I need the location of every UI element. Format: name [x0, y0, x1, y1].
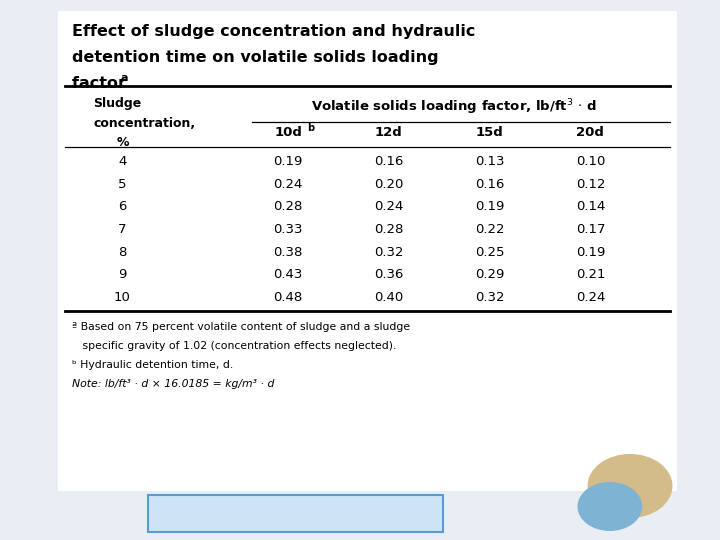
Text: Note: lb/ft³ · d × 16.0185 = kg/m³ · d: Note: lb/ft³ · d × 16.0185 = kg/m³ · d — [72, 379, 274, 389]
Text: 5: 5 — [118, 178, 127, 191]
Text: 0.28: 0.28 — [374, 223, 403, 236]
Text: 6: 6 — [118, 200, 127, 213]
Text: 0.48: 0.48 — [274, 291, 302, 304]
Text: 4: 4 — [118, 155, 127, 168]
Text: 0.36: 0.36 — [374, 268, 403, 281]
Text: specific gravity of 1.02 (concentration effects neglected).: specific gravity of 1.02 (concentration … — [72, 341, 397, 352]
Text: %: % — [116, 136, 129, 149]
Text: 0.28: 0.28 — [274, 200, 302, 213]
Text: Sludge: Sludge — [94, 97, 142, 110]
Text: 0.16: 0.16 — [475, 178, 504, 191]
Text: 10: 10 — [114, 291, 131, 304]
Text: 0.40: 0.40 — [374, 291, 403, 304]
Text: 0.16: 0.16 — [374, 155, 403, 168]
Text: 0.25: 0.25 — [475, 246, 504, 259]
Text: 0.33: 0.33 — [274, 223, 302, 236]
Text: 0.14: 0.14 — [576, 200, 605, 213]
Text: concentration,: concentration, — [94, 117, 196, 130]
Text: 9: 9 — [118, 268, 127, 281]
Text: 0.19: 0.19 — [576, 246, 605, 259]
Text: 7: 7 — [118, 223, 127, 236]
Text: 0.22: 0.22 — [475, 223, 504, 236]
Text: 0.24: 0.24 — [576, 291, 605, 304]
Text: b: b — [307, 123, 315, 133]
Text: 0.17: 0.17 — [576, 223, 605, 236]
Text: 0.32: 0.32 — [475, 291, 504, 304]
Text: Source: Metcalf & Eddy, 1999: Source: Metcalf & Eddy, 1999 — [174, 506, 417, 521]
Text: 20d: 20d — [577, 126, 604, 139]
Text: 0.21: 0.21 — [576, 268, 605, 281]
Text: H$_2$S: H$_2$S — [617, 502, 639, 516]
Text: 0.10: 0.10 — [576, 155, 605, 168]
Text: 0.12: 0.12 — [576, 178, 605, 191]
Text: factor: factor — [72, 76, 132, 91]
Text: 0.29: 0.29 — [475, 268, 504, 281]
Text: 0.19: 0.19 — [475, 200, 504, 213]
Text: Volatile solids loading factor, lb/ft$^3$ $\cdot$ d: Volatile solids loading factor, lb/ft$^3… — [311, 97, 596, 117]
Text: 0.20: 0.20 — [374, 178, 403, 191]
Text: ª Based on 75 percent volatile content of sludge and a sludge: ª Based on 75 percent volatile content o… — [72, 322, 410, 333]
Text: 8: 8 — [118, 246, 127, 259]
Text: 0.43: 0.43 — [274, 268, 302, 281]
Text: 10d: 10d — [274, 126, 302, 139]
Text: 15d: 15d — [476, 126, 503, 139]
Text: 0.19: 0.19 — [274, 155, 302, 168]
Text: CO$_2$: CO$_2$ — [593, 498, 617, 514]
Text: detention time on volatile solids loading: detention time on volatile solids loadin… — [72, 50, 438, 65]
Text: 0.24: 0.24 — [274, 178, 302, 191]
Text: ᵇ Hydraulic detention time, d.: ᵇ Hydraulic detention time, d. — [72, 360, 233, 370]
Text: Effect of sludge concentration and hydraulic: Effect of sludge concentration and hydra… — [72, 24, 475, 39]
Text: a: a — [120, 73, 127, 84]
Text: 0.38: 0.38 — [274, 246, 302, 259]
Text: 0.32: 0.32 — [374, 246, 403, 259]
Text: 0.13: 0.13 — [475, 155, 504, 168]
Text: 0.24: 0.24 — [374, 200, 403, 213]
Text: 12d: 12d — [375, 126, 402, 139]
